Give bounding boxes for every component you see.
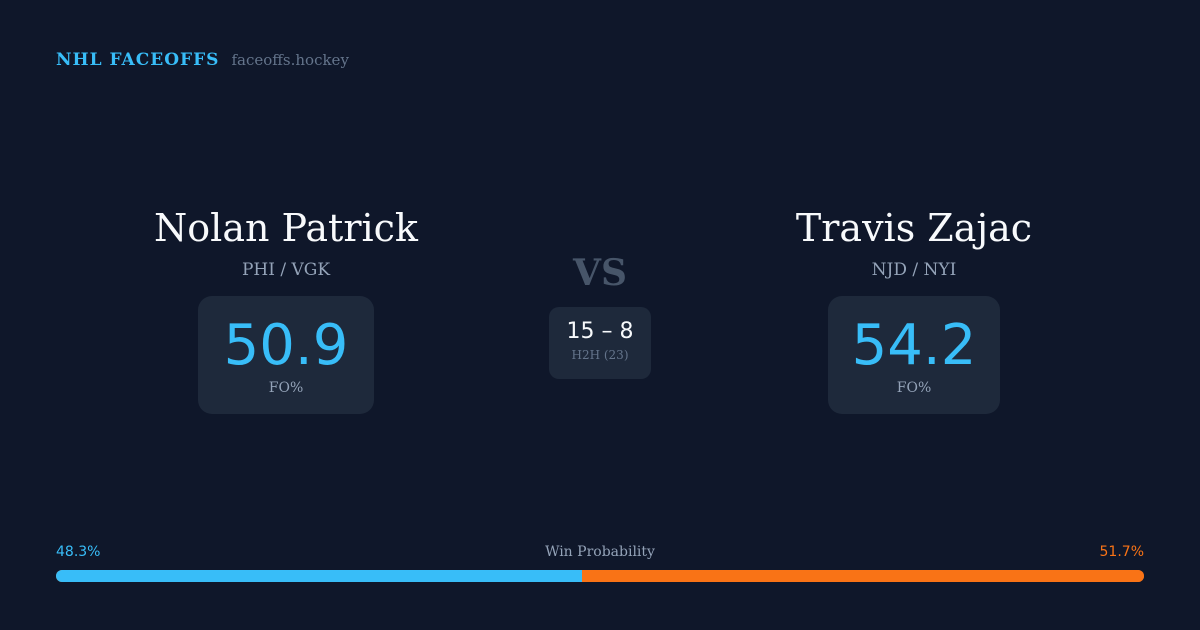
brand-url: faceoffs.hockey bbox=[231, 51, 349, 69]
fo-percentage: 50.9 bbox=[223, 313, 349, 378]
player-teams: PHI / VGK bbox=[241, 260, 331, 280]
win-prob-bar-left bbox=[56, 570, 582, 582]
h2h-label: H2H (23) bbox=[571, 348, 629, 362]
win-prob-bar-right bbox=[581, 570, 1144, 582]
fo-label: FO% bbox=[896, 380, 932, 396]
win-probability: 48.3% Win Probability 51.7% bbox=[56, 544, 1144, 582]
fo-label: FO% bbox=[268, 380, 304, 396]
fo-card: 54.2 FO% bbox=[828, 296, 1000, 414]
fo-card: 50.9 FO% bbox=[198, 296, 374, 414]
fo-percentage: 54.2 bbox=[851, 313, 977, 378]
win-prob-right: 51.7% bbox=[1099, 544, 1144, 560]
player-name: Nolan Patrick bbox=[154, 206, 418, 250]
brand-header: NHL FACEOFFS faceoffs.hockey bbox=[56, 50, 349, 70]
player-teams: NJD / NYI bbox=[871, 260, 957, 280]
win-prob-bar bbox=[56, 570, 1144, 582]
win-prob-left: 48.3% bbox=[56, 544, 101, 560]
vs-label: VS bbox=[573, 252, 627, 294]
player-right: Travis Zajac NJD / NYI 54.2 FO% bbox=[704, 206, 1124, 414]
h2h-card: 15 – 8 H2H (23) bbox=[549, 307, 651, 379]
brand-name: NHL FACEOFFS bbox=[56, 50, 220, 70]
win-prob-title: Win Probability bbox=[545, 544, 655, 560]
player-name: Travis Zajac bbox=[795, 206, 1033, 250]
h2h-score: 15 – 8 bbox=[566, 319, 634, 344]
player-left: Nolan Patrick PHI / VGK 50.9 FO% bbox=[76, 206, 496, 414]
